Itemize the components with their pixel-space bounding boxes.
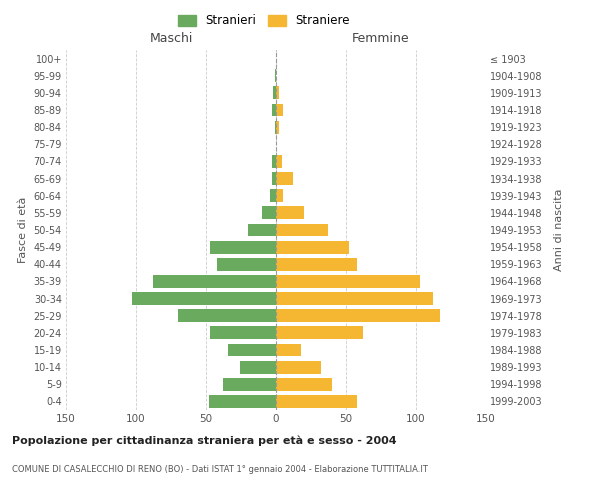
Bar [248, 224, 276, 236]
Bar [262, 206, 276, 220]
Bar [276, 378, 332, 390]
Text: Maschi: Maschi [149, 32, 193, 45]
Bar [276, 258, 357, 270]
Bar [275, 120, 276, 134]
Bar [276, 240, 349, 254]
Bar [132, 292, 276, 305]
Y-axis label: Anni di nascita: Anni di nascita [554, 188, 564, 271]
Bar [209, 395, 276, 408]
Bar [178, 310, 276, 322]
Text: COMUNE DI CASALECCHIO DI RENO (BO) - Dati ISTAT 1° gennaio 2004 - Elaborazione T: COMUNE DI CASALECCHIO DI RENO (BO) - Dat… [12, 465, 428, 474]
Bar [276, 86, 279, 100]
Bar [276, 224, 328, 236]
Bar [239, 360, 276, 374]
Bar [276, 206, 304, 220]
Bar [276, 172, 293, 185]
Bar [276, 326, 363, 340]
Bar [272, 155, 276, 168]
Bar [276, 344, 301, 356]
Bar [271, 190, 276, 202]
Bar [273, 86, 276, 100]
Legend: Stranieri, Straniere: Stranieri, Straniere [175, 11, 353, 31]
Bar [210, 326, 276, 340]
Bar [276, 395, 357, 408]
Bar [276, 310, 440, 322]
Text: Femmine: Femmine [352, 32, 410, 45]
Bar [276, 292, 433, 305]
Bar [210, 240, 276, 254]
Y-axis label: Fasce di età: Fasce di età [18, 197, 28, 263]
Bar [276, 120, 279, 134]
Bar [217, 258, 276, 270]
Bar [223, 378, 276, 390]
Text: Popolazione per cittadinanza straniera per età e sesso - 2004: Popolazione per cittadinanza straniera p… [12, 435, 397, 446]
Bar [229, 344, 276, 356]
Bar [276, 360, 321, 374]
Bar [275, 70, 276, 82]
Bar [276, 104, 283, 117]
Bar [272, 172, 276, 185]
Bar [276, 155, 281, 168]
Bar [276, 190, 283, 202]
Bar [276, 275, 420, 288]
Bar [272, 104, 276, 117]
Bar [153, 275, 276, 288]
